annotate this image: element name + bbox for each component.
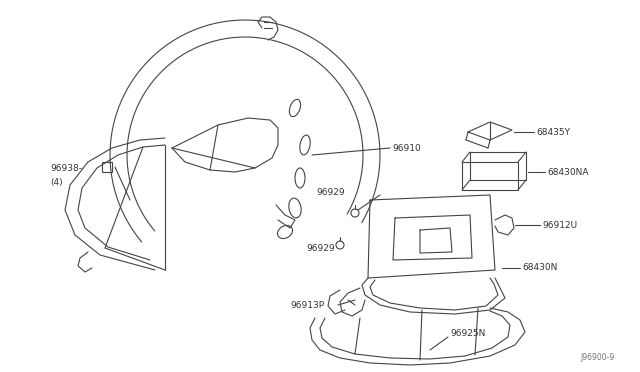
Text: J96900-9: J96900-9 — [580, 353, 615, 362]
Text: 96929: 96929 — [316, 187, 344, 196]
Text: 96912U: 96912U — [542, 221, 577, 230]
Text: 68430NA: 68430NA — [547, 167, 589, 176]
Bar — [102, 162, 112, 172]
Text: (4): (4) — [50, 177, 63, 186]
Text: 96938-: 96938- — [50, 164, 82, 173]
Text: 96910: 96910 — [392, 144, 420, 153]
Text: 96925N: 96925N — [450, 328, 485, 337]
Text: 96913P: 96913P — [290, 301, 324, 310]
Text: 68435Y: 68435Y — [536, 128, 570, 137]
Text: 96929: 96929 — [306, 244, 335, 253]
Text: 68430N: 68430N — [522, 263, 557, 273]
